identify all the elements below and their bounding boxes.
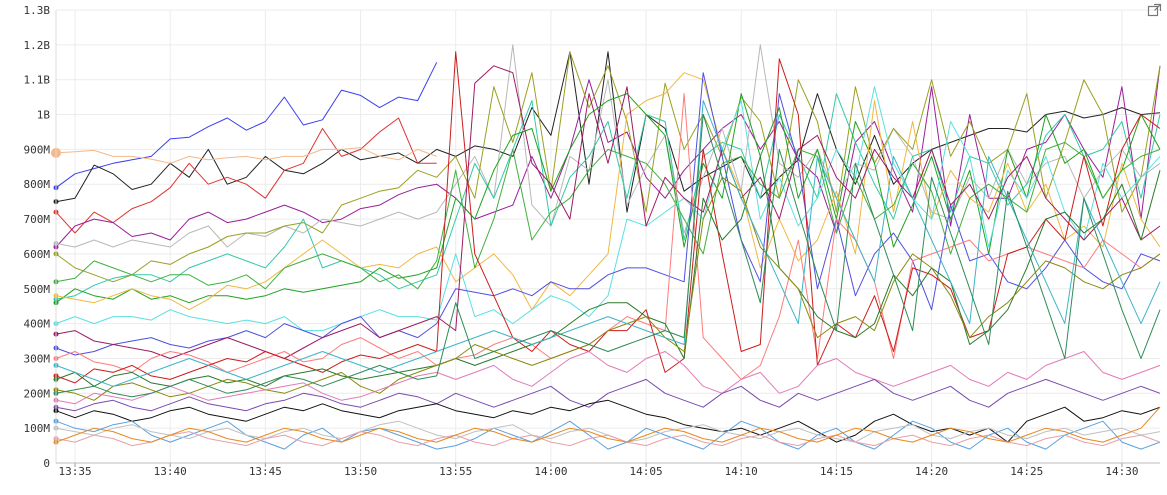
series-line-17 <box>55 176 1161 401</box>
x-tick-label: 14:10 <box>725 465 758 478</box>
x-tick-label: 14:15 <box>820 465 853 478</box>
x-tick-label: 13:40 <box>154 465 187 478</box>
y-axis: 0 100M 200M 300M 400M 500M 600M 700M 800M 900M 1B 1… <box>24 4 57 470</box>
y-tick-label: 1.2B <box>24 39 51 52</box>
series-line-12 <box>55 72 1161 356</box>
x-tick-label: 14:25 <box>1010 465 1043 478</box>
y-tick-label: 1B <box>37 109 51 122</box>
series-line-8 <box>55 93 1161 304</box>
expand-icon <box>1147 3 1162 17</box>
series-line-16 <box>55 155 1161 387</box>
y-tick-label: 300M <box>24 352 51 365</box>
x-tick-label: 13:50 <box>344 465 377 478</box>
x-tick-label: 13:45 <box>249 465 282 478</box>
x-tick-label: 13:35 <box>58 465 91 478</box>
x-tick-label: 14:30 <box>1105 465 1138 478</box>
y-tick-label: 700M <box>24 213 51 226</box>
x-axis: 13:35 13:40 13:45 13:50 13:55 14:00 14:05 14:10… <box>56 462 1160 478</box>
series-line-0 <box>55 62 438 189</box>
series-line-19 <box>55 378 1161 412</box>
x-tick-label: 13:55 <box>439 465 472 478</box>
y-tick-label: 600M <box>24 248 51 261</box>
series-line-13 <box>55 65 1161 359</box>
series-line-24 <box>55 406 1161 443</box>
series-line-2 <box>55 117 437 234</box>
grid <box>56 9 1160 464</box>
series-line-10 <box>55 86 1161 332</box>
series-line-4 <box>55 65 1161 248</box>
y-tick-label: 400M <box>24 318 51 331</box>
series-line-14 <box>55 93 1161 380</box>
y-tick-label: 1.1B <box>24 74 51 87</box>
x-tick-label: 14:20 <box>915 465 948 478</box>
y-tick-label: 0 <box>43 457 50 470</box>
series-line-15 <box>55 51 1161 384</box>
series-line-20 <box>55 399 1161 443</box>
x-tick-label: 14:00 <box>534 465 567 478</box>
series-line-9 <box>55 72 1161 311</box>
series-line-25 <box>55 100 1161 387</box>
series-layer <box>55 44 1161 450</box>
y-tick-label: 500M <box>24 283 51 296</box>
series-line-11 <box>55 141 1161 290</box>
series-line-3 <box>55 147 437 164</box>
series-line-6 <box>55 51 1161 283</box>
series-line-18 <box>55 351 1161 405</box>
expand-button[interactable] <box>1147 3 1162 18</box>
series-line-7 <box>55 93 1161 300</box>
y-tick-label: 200M <box>24 387 51 400</box>
y-tick-label: 1.3B <box>24 4 51 17</box>
y-tick-label: 100M <box>24 422 51 435</box>
series-line-23 <box>55 431 1161 447</box>
series-line-26 <box>55 114 1161 398</box>
y-tick-label: 900M <box>24 143 51 156</box>
series-line-21 <box>55 420 1161 450</box>
series-line-1 <box>55 51 1161 213</box>
x-tick-label: 14:05 <box>630 465 663 478</box>
y-tick-label: 800M <box>24 178 51 191</box>
series-line-5 <box>55 44 1161 248</box>
